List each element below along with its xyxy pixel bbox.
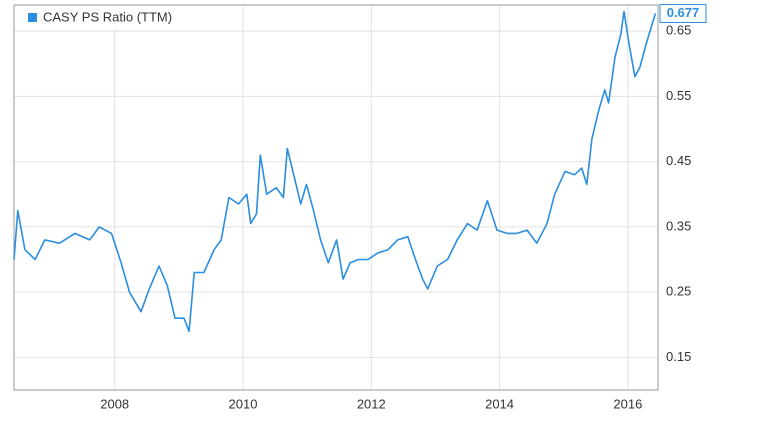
y-tick-label: 0.35: [666, 218, 691, 233]
y-tick-label: 0.55: [666, 88, 691, 103]
y-tick-label: 0.25: [666, 284, 691, 299]
legend-label: CASY PS Ratio (TTM): [43, 9, 172, 24]
line: [13, 10, 657, 333]
legend-box: [15, 7, 211, 29]
x-tick-label: 2010: [229, 396, 258, 411]
x-tick-label: 2014: [485, 396, 514, 411]
value-callout-label: 0.677: [667, 5, 700, 20]
y-tick-label: 0.15: [666, 349, 691, 364]
y-tick-label: 0.65: [666, 23, 691, 38]
plot-frame: [13, 4, 659, 391]
y-tick-label: 0.45: [666, 153, 691, 168]
x-tick-label: 2008: [100, 396, 129, 411]
x-tick-label: 2016: [613, 396, 642, 411]
legend-swatch: [28, 13, 37, 22]
value-callout: [659, 3, 707, 23]
x-tick-label: 2012: [357, 396, 386, 411]
